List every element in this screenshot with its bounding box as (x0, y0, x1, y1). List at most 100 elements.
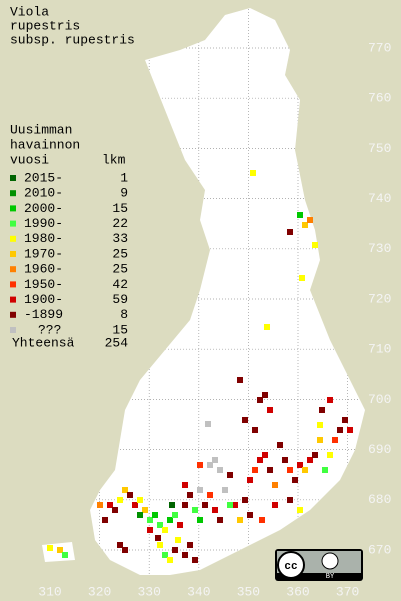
y-axis-label: 680 (368, 492, 391, 507)
observation-square (182, 552, 188, 558)
legend-count: 8 (120, 307, 128, 322)
finland (90, 8, 365, 575)
observation-square (307, 217, 313, 223)
observation-square (337, 427, 343, 433)
observation-square (250, 170, 256, 176)
legend-label: ??? (38, 322, 61, 337)
legend-swatch (10, 281, 16, 288)
legend-count: 9 (120, 186, 128, 201)
observation-square (192, 507, 198, 513)
observation-square (212, 507, 218, 513)
observation-square (297, 462, 303, 468)
observation-square (287, 229, 293, 235)
observation-square (222, 487, 228, 493)
legend-label: 1990- (24, 216, 63, 231)
observation-square (192, 557, 198, 563)
observation-square (227, 502, 233, 508)
observation-square (302, 467, 308, 473)
observation-square (155, 535, 161, 541)
cc-badge: cc BY (275, 549, 363, 581)
observation-square (262, 392, 268, 398)
legend-count: 1 (120, 170, 128, 185)
legend-count: 25 (112, 262, 128, 277)
observation-square (172, 512, 178, 518)
observation-square (262, 452, 268, 458)
legend-count: 15 (112, 201, 128, 216)
observation-square (212, 457, 218, 463)
observation-square (142, 507, 148, 513)
observation-square (132, 502, 138, 508)
observation-square (162, 527, 168, 533)
legend-count: 25 (112, 246, 128, 261)
legend-swatch (10, 190, 16, 197)
observation-square (147, 517, 153, 523)
observation-square (102, 517, 108, 523)
observation-square (232, 502, 238, 508)
total-label: Yhteensä (12, 335, 75, 350)
observation-square (187, 542, 193, 548)
legend-swatch (10, 175, 16, 181)
legend-label: 1970- (24, 246, 63, 261)
y-axis-label: 760 (368, 91, 391, 106)
x-axis-label: 340 (187, 584, 210, 599)
observation-square (147, 527, 153, 533)
observation-square (167, 557, 173, 563)
observation-square (162, 552, 168, 558)
observation-square (197, 517, 203, 523)
y-axis-label: 740 (368, 191, 391, 206)
legend-count: 15 (112, 322, 128, 337)
y-axis-label: 710 (368, 342, 391, 357)
legend-swatch (10, 266, 16, 273)
observation-square (327, 397, 333, 403)
observation-square (207, 492, 213, 498)
legend-swatch (10, 327, 16, 333)
observation-square (267, 467, 273, 473)
observation-square (167, 517, 173, 523)
total: 254 (105, 335, 129, 350)
observation-square (112, 507, 118, 513)
observation-square (122, 487, 128, 493)
observation-square (287, 467, 293, 473)
legend-header: havainnon (10, 137, 80, 152)
legend-header: lkm (102, 152, 126, 167)
legend-swatch (10, 205, 16, 212)
x-axis-label: 320 (88, 584, 111, 599)
observation-square (207, 462, 213, 468)
observation-square (217, 517, 223, 523)
observation-square (57, 547, 63, 553)
observation-square (257, 397, 263, 403)
observation-square (299, 275, 305, 281)
legend-swatch (10, 251, 16, 257)
legend-count: 42 (112, 277, 128, 292)
observation-square (152, 512, 158, 518)
observation-square (242, 417, 248, 423)
observation-square (172, 547, 178, 553)
observation-square (107, 502, 113, 508)
observation-square (127, 492, 133, 498)
observation-square (237, 517, 243, 523)
observation-square (122, 547, 128, 553)
legend-header: vuosi (10, 152, 49, 167)
observation-square (217, 467, 223, 473)
observation-square (267, 407, 273, 413)
observation-square (197, 487, 203, 493)
observation-square (137, 512, 143, 518)
legend-label: 2000- (24, 201, 63, 216)
y-axis-label: 690 (368, 442, 391, 457)
observation-square (302, 222, 308, 228)
observation-square (282, 457, 288, 463)
observation-square (272, 502, 278, 508)
observation-square (317, 437, 323, 443)
observation-square (197, 462, 203, 468)
observation-square (332, 437, 338, 443)
observation-square (62, 552, 68, 558)
legend-label: 1960- (24, 262, 63, 277)
y-axis-label: 750 (368, 141, 391, 156)
observation-square (187, 492, 193, 498)
legend-label: 1900- (24, 292, 63, 307)
legend-swatch (10, 220, 16, 227)
observation-square (272, 482, 278, 488)
x-axis-label: 330 (137, 584, 160, 599)
observation-square (292, 477, 298, 483)
legend-label: 2015- (24, 170, 63, 185)
